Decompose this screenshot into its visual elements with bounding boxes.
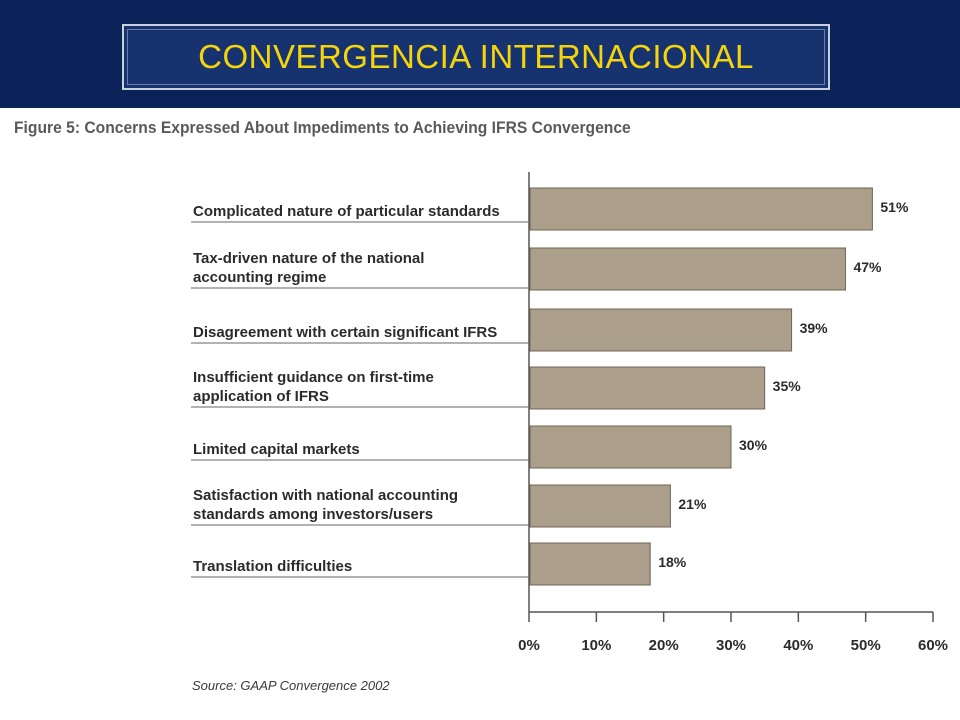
category-label: Complicated nature of particular standar… <box>193 203 500 220</box>
category-label: Limited capital markets <box>193 441 360 458</box>
bar <box>529 484 671 528</box>
source-note: Source: GAAP Convergence 2002 <box>192 678 390 693</box>
category-label: Tax-driven nature of the national <box>193 250 424 267</box>
value-label: 35% <box>773 378 802 394</box>
x-tick-label: 50% <box>851 637 881 654</box>
x-tick-label: 40% <box>783 637 813 654</box>
value-label: 51% <box>880 199 909 215</box>
bar <box>529 542 651 586</box>
value-label: 39% <box>800 320 829 336</box>
value-label: 30% <box>739 437 768 453</box>
category-label: accounting regime <box>193 269 326 286</box>
value-label: 18% <box>658 554 687 570</box>
category-label: Translation difficulties <box>193 558 352 575</box>
category-label: Insufficient guidance on first-time <box>193 369 434 386</box>
bar <box>529 425 732 469</box>
figure-caption: Figure 5: Concerns Expressed About Imped… <box>14 118 631 137</box>
x-tick-label: 10% <box>581 637 611 654</box>
bar <box>529 366 766 410</box>
x-tick-label: 30% <box>716 637 746 654</box>
slide-title: CONVERGENCIA INTERNACIONAL <box>198 38 754 75</box>
header-band: CONVERGENCIA INTERNACIONAL <box>0 0 960 108</box>
value-label: 21% <box>678 496 707 512</box>
category-label: standards among investors/users <box>193 506 433 523</box>
x-tick-label: 20% <box>649 637 679 654</box>
bar <box>529 247 846 291</box>
category-label: Satisfaction with national accounting <box>193 487 458 504</box>
value-label: 47% <box>853 259 882 275</box>
x-tick-label: 60% <box>918 637 948 654</box>
bar <box>529 308 793 352</box>
title-box: CONVERGENCIA INTERNACIONAL <box>122 24 830 90</box>
category-label: Disagreement with certain significant IF… <box>193 324 497 341</box>
bar <box>529 187 873 231</box>
x-tick-label: 0% <box>518 637 540 654</box>
category-label: application of IFRS <box>193 388 329 405</box>
